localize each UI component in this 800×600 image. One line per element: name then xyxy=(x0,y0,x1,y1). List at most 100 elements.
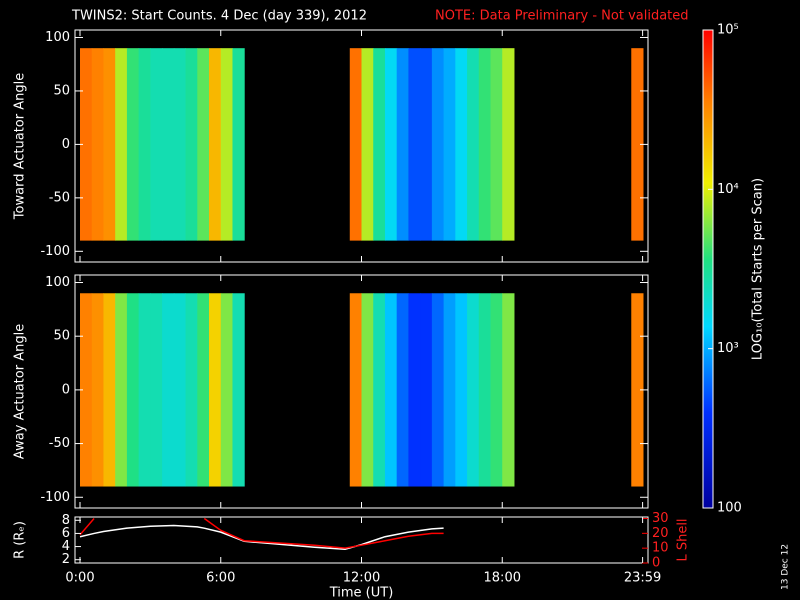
heat-cell xyxy=(502,48,515,241)
heat-cell xyxy=(197,48,210,241)
heat-cell xyxy=(420,48,433,241)
heat-cell xyxy=(373,48,386,241)
heat-cell xyxy=(455,293,468,487)
heat-cell xyxy=(197,293,210,487)
heat-cell xyxy=(80,48,93,241)
x-axis-label: Time (UT) xyxy=(329,586,394,600)
y-tick-label: 50 xyxy=(53,329,70,344)
x-tick-label: 6:00 xyxy=(206,571,235,586)
colorbar-label: LOG₁₀(Total Starts per Scan) xyxy=(751,178,766,360)
y2-tick-label: 20 xyxy=(652,526,669,541)
heat-cell xyxy=(185,48,198,241)
heat-cell xyxy=(467,293,480,487)
heat-cell xyxy=(396,293,409,487)
heat-cell xyxy=(162,293,175,487)
heat-cell xyxy=(443,48,456,241)
colorbar-tick-label: 10³ xyxy=(717,341,739,356)
y-tick-label: 2 xyxy=(62,552,70,567)
heat-cell xyxy=(103,48,116,241)
line-plot xyxy=(79,517,444,550)
y-tick-label: 8 xyxy=(62,513,70,528)
y-axis-label: Away Actuator Angle xyxy=(13,324,28,459)
heat-cell xyxy=(126,293,140,487)
y-tick-label: -100 xyxy=(40,244,70,259)
heat-cell xyxy=(490,293,503,487)
heat-cell xyxy=(420,293,433,487)
heat-cell xyxy=(220,293,233,487)
heat-cell xyxy=(115,293,128,487)
note: NOTE: Data Preliminary - Not validated xyxy=(435,9,689,24)
heat-cell xyxy=(631,293,644,487)
heat-cell xyxy=(408,48,421,241)
heat-cell xyxy=(150,48,163,241)
heat-cell xyxy=(162,48,175,241)
heat-cell xyxy=(361,293,374,487)
heat-cell xyxy=(103,293,116,487)
heat-cell xyxy=(396,48,409,241)
heat-cell xyxy=(220,48,233,241)
heat-cell xyxy=(232,293,245,487)
heat-cell xyxy=(384,293,398,487)
y2-tick-label: 0 xyxy=(652,556,660,571)
colorbar xyxy=(702,29,714,509)
x-tick-label: 23:59 xyxy=(624,571,661,586)
y-tick-label: 4 xyxy=(62,539,70,554)
heat-cell xyxy=(373,293,386,487)
heat-cell xyxy=(138,48,151,241)
heat-cell xyxy=(478,48,492,241)
y-tick-label: 0 xyxy=(62,137,70,152)
heat-cell xyxy=(502,293,515,487)
x-tick-label: 18:00 xyxy=(484,571,521,586)
heat-cell xyxy=(455,48,468,241)
series-line xyxy=(79,517,444,549)
colorbar-tick-label: 10⁵ xyxy=(717,23,739,38)
y-tick-label: 50 xyxy=(53,83,70,98)
y2-tick-label: 30 xyxy=(652,511,669,526)
heat-cell xyxy=(173,293,187,487)
heat-cell xyxy=(232,48,245,241)
heat-cell xyxy=(349,293,362,487)
heat-cell xyxy=(126,48,140,241)
heat-cell xyxy=(361,48,374,241)
heat-cell xyxy=(467,48,480,241)
date-stamp: 13 Dec 12 xyxy=(781,544,791,590)
chart-title: TWINS2: Start Counts. 4 Dec (day 339), 2… xyxy=(71,9,367,24)
y-axis-label: Toward Actuator Angle xyxy=(13,73,28,220)
colorbar-tick-label: 100 xyxy=(717,501,742,516)
y2-axis-label: L Shell xyxy=(676,518,691,561)
colorbar-tick-label: 10⁴ xyxy=(717,182,739,197)
heat-cell xyxy=(431,48,445,241)
heat-cell xyxy=(443,293,456,487)
y2-tick-label: 10 xyxy=(652,541,669,556)
y-tick-label: 6 xyxy=(62,526,70,541)
heat-cell xyxy=(384,48,398,241)
heat-cell xyxy=(115,48,128,241)
y-axis-label: R (Rₑ) xyxy=(13,521,28,559)
heat-cell xyxy=(408,293,421,487)
heat-cell xyxy=(80,293,93,487)
heat-cell xyxy=(91,48,104,241)
x-tick-label: 0:00 xyxy=(65,571,94,586)
heat-cell xyxy=(150,293,163,487)
series-line xyxy=(79,524,444,550)
heat-cell xyxy=(349,48,362,241)
x-tick-label: 12:00 xyxy=(343,571,380,586)
y-tick-label: -100 xyxy=(40,490,70,505)
heat-cell xyxy=(138,293,151,487)
heat-cell xyxy=(490,48,503,241)
heat-cell xyxy=(185,293,198,487)
heat-cell xyxy=(478,293,492,487)
y-tick-label: -50 xyxy=(49,190,70,205)
heat-cell xyxy=(431,293,445,487)
heat-cell xyxy=(209,293,222,487)
y-tick-label: 100 xyxy=(45,275,70,290)
y-tick-label: -50 xyxy=(49,436,70,451)
y-tick-label: 0 xyxy=(62,382,70,397)
plot-frame xyxy=(74,516,649,564)
heat-cell xyxy=(209,48,222,241)
heat-cell xyxy=(631,48,644,241)
y-tick-label: 100 xyxy=(45,30,70,45)
heat-cell xyxy=(173,48,187,241)
